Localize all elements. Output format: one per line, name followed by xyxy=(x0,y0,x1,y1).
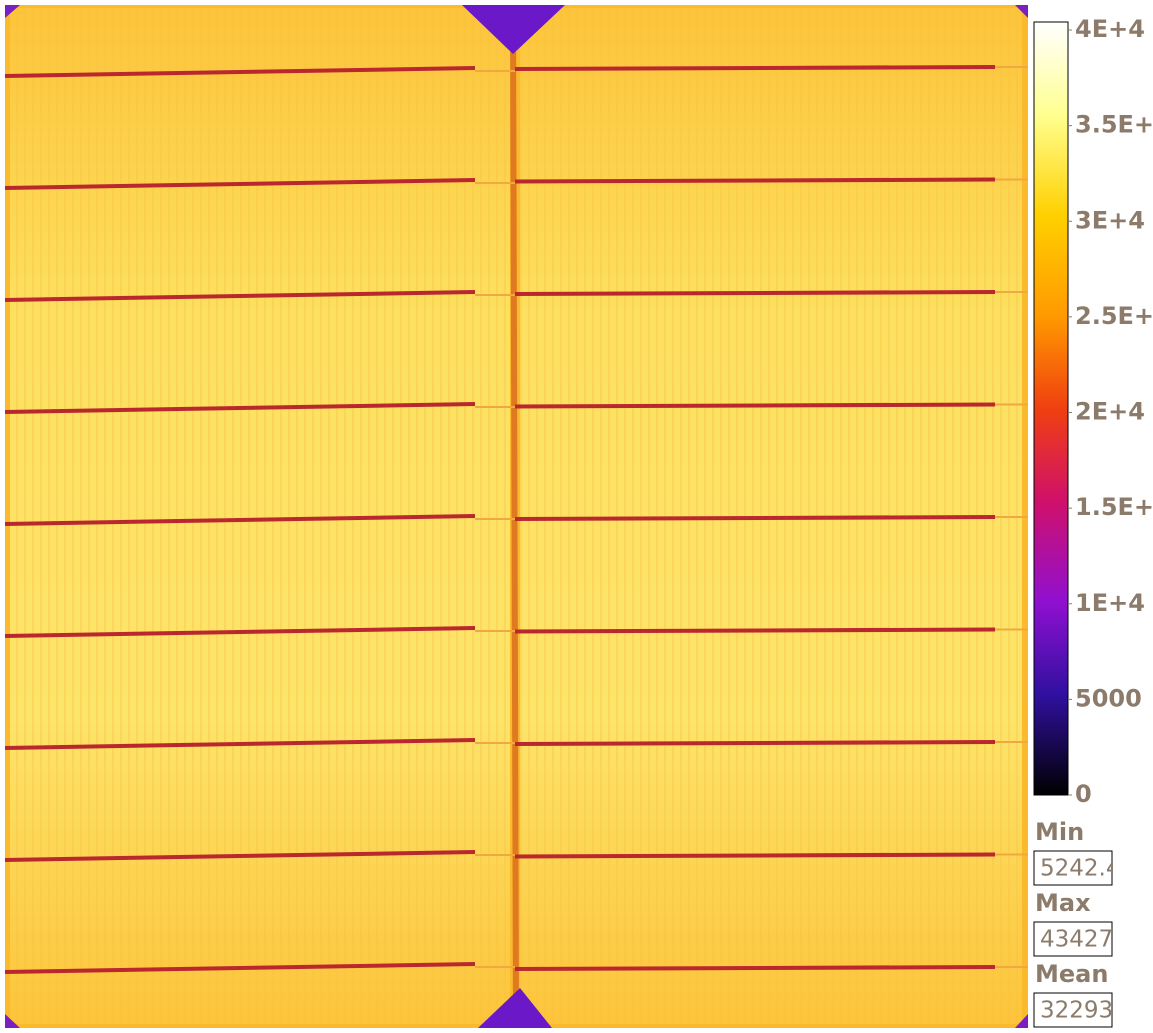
stat-label: Max xyxy=(1035,889,1091,917)
stat-label: Min xyxy=(1035,818,1084,846)
tick-label: 3.5E+ xyxy=(1075,111,1153,139)
stat-box xyxy=(1033,921,1113,957)
tick-label: 5000 xyxy=(1075,684,1142,712)
busbar xyxy=(514,740,996,746)
busbar xyxy=(4,66,476,78)
colorbar xyxy=(1033,21,1069,796)
center-gap xyxy=(510,7,519,1026)
busbar xyxy=(514,852,996,859)
busbar xyxy=(514,65,996,71)
busbar xyxy=(4,290,476,302)
busbar xyxy=(514,965,996,971)
busbar xyxy=(4,402,476,414)
busbar xyxy=(514,627,996,634)
tick-label: 1.5E+ xyxy=(1075,493,1153,521)
busbar xyxy=(4,962,476,974)
stat-box xyxy=(1033,850,1113,886)
busbars xyxy=(4,65,1028,974)
stat-value: 43427 xyxy=(1040,927,1113,953)
tick-label: 4E+4 xyxy=(1075,15,1145,43)
stat-value: 5242.4 xyxy=(1040,856,1120,882)
corner xyxy=(5,1014,20,1028)
tick-label: 1E+4 xyxy=(1075,589,1145,617)
tick-label: 2.5E+ xyxy=(1075,302,1153,330)
tick-label: 0 xyxy=(1075,780,1092,808)
stat-label: Mean xyxy=(1035,960,1108,988)
busbar xyxy=(4,738,476,750)
colorbar-ticks: 4E+4 3.5E+ 3E+4 2.5E+ 2E+4 1.5E+ 1E+4 5000 0 xyxy=(1068,15,1153,808)
busbar xyxy=(4,626,476,638)
corner xyxy=(5,5,20,18)
busbar xyxy=(4,178,476,190)
stats: Min 5242.4 Max 43427 Mean 32293 xyxy=(1033,818,1120,1028)
corner xyxy=(1015,5,1028,18)
corner xyxy=(1015,1014,1028,1028)
busbar xyxy=(4,850,476,862)
busbar xyxy=(514,402,996,409)
busbar xyxy=(4,514,476,526)
busbar xyxy=(514,177,996,184)
notch-bottom xyxy=(478,988,552,1028)
el-image xyxy=(4,5,1028,1028)
stat-box xyxy=(1033,992,1113,1028)
tick-label: 2E+4 xyxy=(1075,398,1145,426)
busbar xyxy=(514,290,996,296)
notch-top xyxy=(462,5,565,54)
busbar xyxy=(514,515,996,521)
tick-label: 3E+4 xyxy=(1075,206,1145,234)
stat-value: 32293 xyxy=(1040,998,1113,1024)
